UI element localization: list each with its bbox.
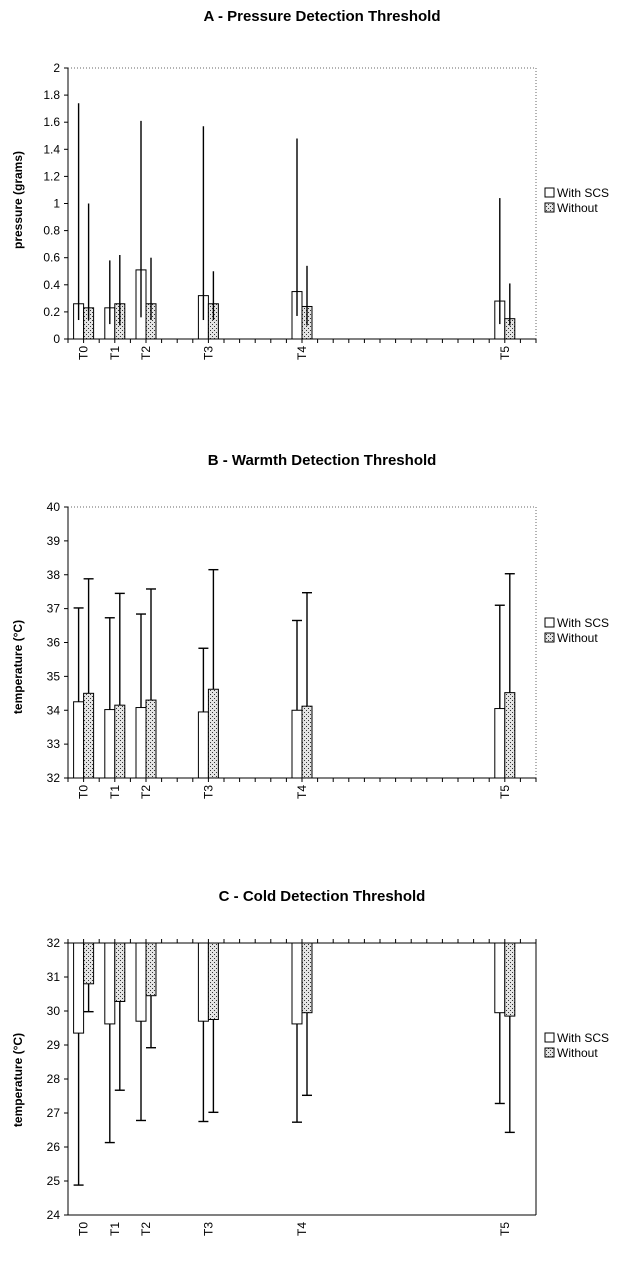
bar-without-t1 bbox=[114, 942, 126, 1002]
bar-with-scs-t1 bbox=[104, 709, 116, 779]
x-tick-label-t0: T0 bbox=[77, 785, 91, 799]
legend-label-without: Without bbox=[557, 631, 598, 645]
legend-swatch-with-scs bbox=[544, 1032, 555, 1043]
legend-swatch-without bbox=[544, 632, 555, 643]
chart-c: C - Cold Detection Threshold temperature… bbox=[11, 888, 609, 1236]
bar-without-t3 bbox=[207, 688, 219, 779]
x-tick-label-t1: T1 bbox=[108, 346, 122, 360]
y-tick-label: 27 bbox=[47, 1106, 61, 1120]
y-tick-label: 24 bbox=[47, 1208, 61, 1222]
y-tick-label: 28 bbox=[47, 1072, 61, 1086]
y-tick-label: 1.6 bbox=[43, 115, 60, 129]
y-tick-label: 1.4 bbox=[43, 142, 60, 156]
legend-label-without: Without bbox=[557, 201, 598, 215]
legend-label-with-scs: With SCS bbox=[557, 186, 609, 200]
y-tick-label: 29 bbox=[47, 1038, 61, 1052]
bar-without-t2 bbox=[145, 699, 157, 779]
bar-with-scs-t1 bbox=[104, 942, 116, 1025]
legend-swatch-without bbox=[544, 1047, 555, 1058]
bar-with-scs-t3 bbox=[197, 711, 209, 779]
bar-with-scs-t2 bbox=[135, 942, 147, 1022]
bar-without-t4 bbox=[301, 705, 313, 779]
legend-swatch-without bbox=[544, 202, 555, 213]
bar-without-t5 bbox=[504, 942, 516, 1017]
chart-c-title: C - Cold Detection Threshold bbox=[219, 888, 426, 905]
chart-a: A - Pressure Detection Threshold pressur… bbox=[11, 8, 609, 360]
legend-label-without: Without bbox=[557, 1046, 598, 1060]
bar-without-t0 bbox=[83, 942, 95, 985]
y-tick-label: 0.4 bbox=[43, 278, 60, 292]
x-tick-label-t5: T5 bbox=[498, 346, 512, 360]
bar-with-scs-t4 bbox=[291, 709, 303, 779]
bar-with-scs-t0 bbox=[73, 701, 85, 779]
bar-with-scs-t4 bbox=[291, 942, 303, 1025]
x-tick-label-t1: T1 bbox=[108, 785, 122, 799]
y-tick-label: 33 bbox=[47, 737, 61, 751]
y-tick-label: 2 bbox=[53, 61, 60, 75]
bar-with-scs-t2 bbox=[135, 707, 147, 779]
y-tick-label: 0.2 bbox=[43, 305, 60, 319]
x-tick-label-t0: T0 bbox=[77, 346, 91, 360]
y-tick-label: 0.8 bbox=[43, 224, 60, 238]
chart-b: B - Warmth Detection Threshold temperatu… bbox=[11, 452, 609, 799]
bar-without-t2 bbox=[145, 942, 157, 997]
y-tick-label: 39 bbox=[47, 534, 61, 548]
chart-a-ylabel: pressure (grams) bbox=[11, 151, 25, 249]
x-tick-label-t2: T2 bbox=[139, 785, 153, 799]
y-tick-label: 36 bbox=[47, 636, 61, 650]
x-tick-label-t3: T3 bbox=[201, 785, 215, 799]
chart-a-plot: 0 0.2 0.4 0.6 0.8 1 1.2 1.4 1.6 1.8 2 T0 T1 T2 T3 T4 T5 W… bbox=[43, 61, 609, 360]
y-tick-label: 0.6 bbox=[43, 251, 60, 265]
x-tick-label-t2: T2 bbox=[139, 346, 153, 360]
y-tick-label: 32 bbox=[47, 771, 61, 785]
bar-without-t5 bbox=[504, 692, 516, 779]
y-tick-label: 1.8 bbox=[43, 88, 60, 102]
legend-swatch-with-scs bbox=[544, 187, 555, 198]
chart-c-ylabel: temperature (°C) bbox=[11, 1033, 25, 1127]
legend-swatch-with-scs bbox=[544, 617, 555, 628]
x-tick-label-t4: T4 bbox=[295, 346, 309, 360]
bar-with-scs-t5 bbox=[494, 942, 506, 1014]
y-tick-label: 37 bbox=[47, 602, 61, 616]
bar-without-t0 bbox=[83, 692, 95, 779]
bar-without-t4 bbox=[301, 942, 313, 1014]
y-tick-label: 25 bbox=[47, 1174, 61, 1188]
bar-without-t1 bbox=[114, 704, 126, 779]
y-tick-label: 31 bbox=[47, 970, 61, 984]
bar-with-scs-t3 bbox=[197, 942, 209, 1022]
chart-a-title: A - Pressure Detection Threshold bbox=[204, 8, 441, 25]
chart-b-ylabel: temperature (°C) bbox=[11, 620, 25, 714]
y-tick-label: 26 bbox=[47, 1140, 61, 1154]
x-tick-label-t5: T5 bbox=[498, 1222, 512, 1236]
y-tick-label: 30 bbox=[47, 1004, 61, 1018]
legend-label-with-scs: With SCS bbox=[557, 616, 609, 630]
y-tick-label: 1.2 bbox=[43, 169, 60, 183]
x-tick-label-t4: T4 bbox=[295, 1222, 309, 1236]
x-tick-label-t0: T0 bbox=[77, 1222, 91, 1236]
y-tick-label: 35 bbox=[47, 669, 61, 683]
x-tick-label-t4: T4 bbox=[295, 785, 309, 799]
y-tick-label: 0 bbox=[53, 332, 60, 346]
bar-without-t3 bbox=[207, 942, 219, 1020]
y-tick-label: 34 bbox=[47, 703, 61, 717]
x-tick-label-t3: T3 bbox=[201, 1222, 215, 1236]
x-tick-label-t1: T1 bbox=[108, 1222, 122, 1236]
x-tick-label-t3: T3 bbox=[201, 346, 215, 360]
legend-label-with-scs: With SCS bbox=[557, 1031, 609, 1045]
y-tick-label: 32 bbox=[47, 936, 61, 950]
chart-b-title: B - Warmth Detection Threshold bbox=[208, 452, 437, 469]
bar-with-scs-t5 bbox=[494, 708, 506, 779]
y-tick-label: 1 bbox=[53, 197, 60, 211]
chart-b-plot: 32 33 34 35 36 37 38 39 40 T0 T1 T2 T3 T4 T5 With SCSWi… bbox=[47, 500, 609, 799]
x-tick-label-t5: T5 bbox=[498, 785, 512, 799]
bar-with-scs-t0 bbox=[73, 942, 85, 1034]
y-tick-label: 40 bbox=[47, 500, 61, 514]
y-tick-label: 38 bbox=[47, 568, 61, 582]
chart-c-plot: 24 25 26 27 28 29 30 31 32 T0 T1 T2 T3 T4 T5 With SCSWi… bbox=[47, 936, 609, 1236]
x-tick-label-t2: T2 bbox=[139, 1222, 153, 1236]
